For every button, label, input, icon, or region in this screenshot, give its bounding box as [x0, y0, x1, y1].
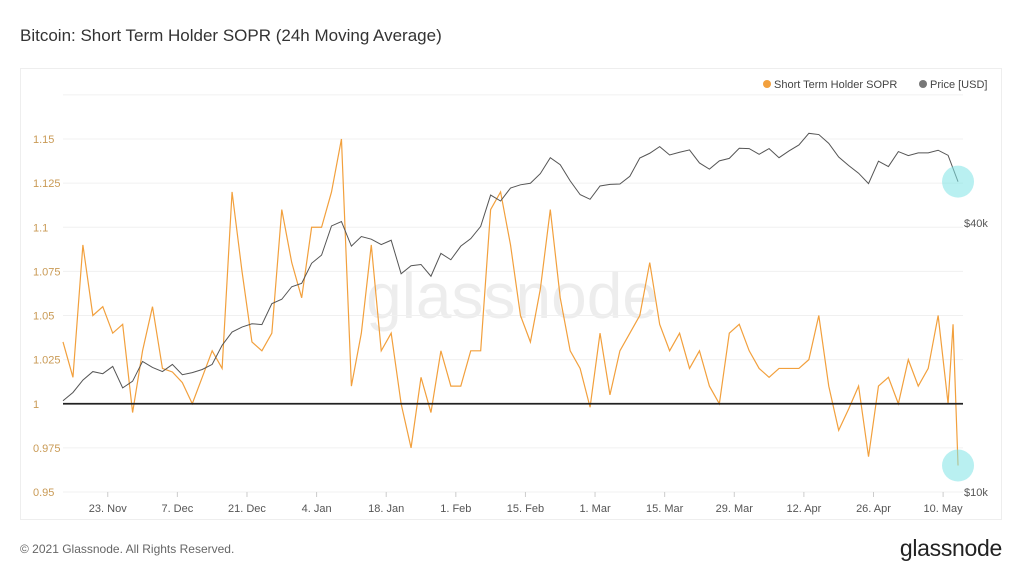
y-tick-label: 1.125 — [33, 178, 61, 190]
x-tick-label: 18. Jan — [368, 503, 404, 515]
series-line-price — [62, 132, 959, 402]
highlight-circle — [942, 165, 975, 198]
y-tick-label: 0.95 — [33, 487, 54, 499]
y-tick-label: 1.025 — [33, 355, 61, 367]
watermark: glassnode — [366, 260, 658, 332]
x-tick-label: 4. Jan — [302, 503, 332, 515]
x-tick-label: 1. Feb — [440, 503, 471, 515]
x-tick-label: 1. Mar — [579, 503, 611, 515]
glassnode-logo: glassnode — [899, 535, 1002, 561]
x-tick-label: 15. Feb — [507, 503, 544, 515]
y-tick-label: 0.975 — [33, 443, 61, 455]
y-tick-label: 1.05 — [33, 311, 54, 323]
chart-card — [20, 68, 1002, 520]
legend-marker-price — [919, 80, 927, 88]
series-line-sopr — [62, 138, 959, 466]
y-right-tick-label: $40k — [964, 218, 988, 230]
y-right-tick-label: $10k — [964, 487, 988, 499]
x-tick-label: 29. Mar — [716, 503, 754, 515]
highlight-circle — [942, 449, 975, 482]
x-tick-label: 21. Dec — [228, 503, 266, 515]
x-tick-label: 12. Apr — [786, 503, 821, 515]
legend-label-price: Price [USD] — [930, 79, 987, 91]
legend-label-sopr: Short Term Holder SOPR — [774, 79, 897, 91]
copyright: © 2021 Glassnode. All Rights Reserved. — [20, 542, 235, 556]
x-tick-label: 7. Dec — [161, 503, 193, 515]
page-title: Bitcoin: Short Term Holder SOPR (24h Mov… — [20, 26, 442, 45]
y-tick-label: 1.1 — [33, 222, 48, 234]
y-tick-label: 1.15 — [33, 134, 54, 146]
legend-marker-sopr — [763, 80, 771, 88]
y-tick-label: 1 — [33, 399, 39, 411]
x-tick-label: 15. Mar — [646, 503, 684, 515]
y-tick-label: 1.075 — [33, 266, 61, 278]
x-tick-label: 26. Apr — [856, 503, 891, 515]
x-tick-label: 10. May — [924, 503, 964, 515]
x-tick-label: 23. Nov — [89, 503, 127, 515]
